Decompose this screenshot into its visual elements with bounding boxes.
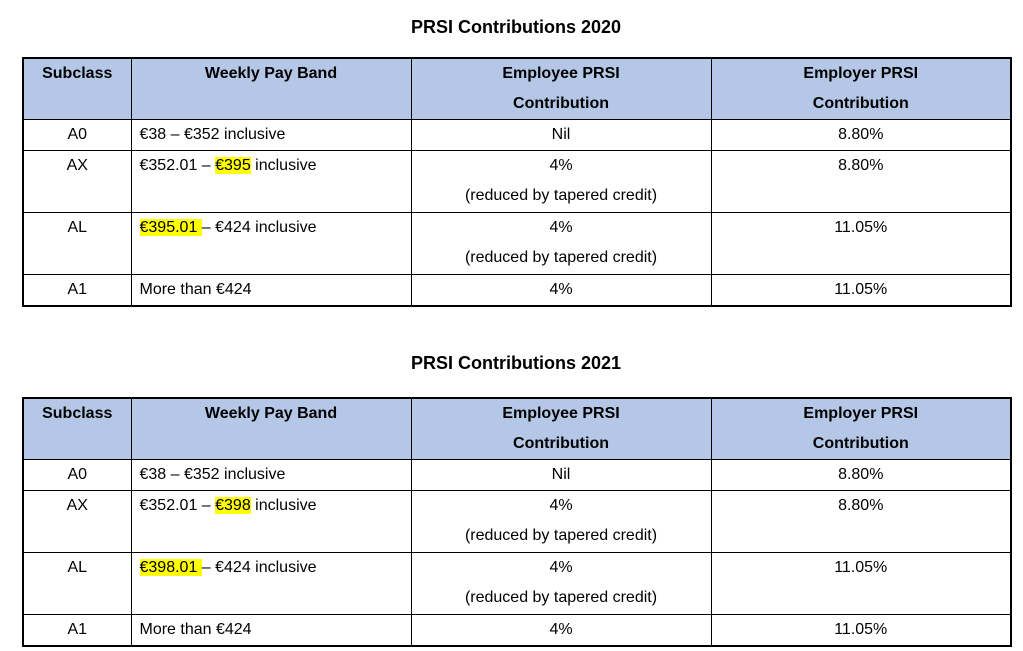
payband-text: €38 – €352 inclusive bbox=[139, 126, 286, 143]
employer-contribution-cell: 11.05% bbox=[710, 274, 1012, 307]
header-cell: Subclass bbox=[22, 57, 132, 120]
table-row: AL €395.01 – €424 inclusive 4% (reduced by… bbox=[22, 212, 1012, 275]
payband-text: €38 – €352 inclusive bbox=[139, 466, 286, 483]
table-row: A1 More than €424 4% 11.05% bbox=[22, 274, 1012, 307]
highlight: €395 bbox=[215, 157, 251, 174]
payband-text: More than €424 bbox=[139, 621, 252, 638]
header-cell: Employee PRSI Contribution bbox=[410, 397, 712, 460]
employee-contribution-cell: Nil bbox=[410, 459, 712, 491]
table-header: Subclass Weekly Pay Band Employee PRSI Con… bbox=[22, 57, 1012, 120]
payband-cell: €38 – €352 inclusive bbox=[130, 119, 412, 151]
subclass-cell: A0 bbox=[22, 459, 132, 491]
table-body: A0 €38 – €352 inclusive Nil 8.80% AX €352.01 … bbox=[22, 459, 1012, 647]
table-row: AX €352.01 – €398 inclusive 4% (reduced by… bbox=[22, 490, 1012, 553]
header-cell: Employee PRSI Contribution bbox=[410, 57, 712, 120]
payband-cell: €352.01 – €395 inclusive bbox=[130, 150, 412, 213]
employee-contribution-cell: 4% bbox=[410, 274, 712, 307]
employer-contribution-cell: 11.05% bbox=[710, 614, 1012, 647]
table-row: A0 €38 – €352 inclusive Nil 8.80% bbox=[22, 459, 1012, 491]
table-row: A1 More than €424 4% 11.05% bbox=[22, 614, 1012, 647]
employee-contribution-cell: 4% (reduced by tapered credit) bbox=[410, 150, 712, 213]
prsi-table-2021: Subclass Weekly Pay Band Employee PRSI Con… bbox=[22, 397, 1012, 647]
highlight: €398.01 bbox=[139, 559, 202, 576]
subclass-cell: AX bbox=[22, 490, 132, 553]
prsi-table-2020: Subclass Weekly Pay Band Employee PRSI Con… bbox=[22, 57, 1012, 307]
table-header: Subclass Weekly Pay Band Employee PRSI Con… bbox=[22, 397, 1012, 460]
table-title-2021: PRSI Contributions 2021 bbox=[410, 353, 622, 373]
payband-text: – €424 inclusive bbox=[201, 559, 317, 576]
payband-text: – €424 inclusive bbox=[201, 219, 317, 236]
table-row: AX €352.01 – €395 inclusive 4% (reduced by… bbox=[22, 150, 1012, 213]
subclass-cell: AL bbox=[22, 212, 132, 275]
employee-contribution-cell: Nil bbox=[410, 119, 712, 151]
header-row: Subclass Weekly Pay Band Employee PRSI Con… bbox=[22, 397, 1012, 460]
employer-contribution-cell: 11.05% bbox=[710, 212, 1012, 275]
payband-text: More than €424 bbox=[139, 281, 252, 298]
payband-cell: €38 – €352 inclusive bbox=[130, 459, 412, 491]
employee-contribution-cell: 4% (reduced by tapered credit) bbox=[410, 212, 712, 275]
header-cell: Weekly Pay Band bbox=[130, 397, 412, 460]
employer-contribution-cell: 8.80% bbox=[710, 150, 1012, 213]
table-body: A0 €38 – €352 inclusive Nil 8.80% AX €352.01 … bbox=[22, 119, 1012, 307]
employer-contribution-cell: 8.80% bbox=[710, 119, 1012, 151]
subclass-cell: A0 bbox=[22, 119, 132, 151]
employer-contribution-cell: 8.80% bbox=[710, 490, 1012, 553]
subclass-cell: A1 bbox=[22, 614, 132, 647]
highlight: €398 bbox=[215, 497, 251, 514]
payband-text: inclusive bbox=[250, 157, 317, 174]
table-row: A0 €38 – €352 inclusive Nil 8.80% bbox=[22, 119, 1012, 151]
subclass-cell: AX bbox=[22, 150, 132, 213]
payband-text: inclusive bbox=[250, 497, 317, 514]
employee-contribution-cell: 4% (reduced by tapered credit) bbox=[410, 552, 712, 615]
employee-contribution-cell: 4% bbox=[410, 614, 712, 647]
payband-text: €352.01 – bbox=[139, 497, 216, 514]
table-row: AL €398.01 – €424 inclusive 4% (reduced by… bbox=[22, 552, 1012, 615]
payband-text: €352.01 – bbox=[139, 157, 216, 174]
header-cell: Weekly Pay Band bbox=[130, 57, 412, 120]
header-cell: Employer PRSI Contribution bbox=[710, 397, 1012, 460]
highlight: €395.01 bbox=[139, 219, 202, 236]
payband-cell: More than €424 bbox=[130, 614, 412, 647]
employee-contribution-cell: 4% (reduced by tapered credit) bbox=[410, 490, 712, 553]
employer-contribution-cell: 8.80% bbox=[710, 459, 1012, 491]
payband-cell: €352.01 – €398 inclusive bbox=[130, 490, 412, 553]
subclass-cell: AL bbox=[22, 552, 132, 615]
subclass-cell: A1 bbox=[22, 274, 132, 307]
payband-cell: More than €424 bbox=[130, 274, 412, 307]
table-title-2020: PRSI Contributions 2020 bbox=[410, 17, 622, 37]
header-cell: Employer PRSI Contribution bbox=[710, 57, 1012, 120]
header-cell: Subclass bbox=[22, 397, 132, 460]
payband-cell: €395.01 – €424 inclusive bbox=[130, 212, 412, 275]
payband-cell: €398.01 – €424 inclusive bbox=[130, 552, 412, 615]
header-row: Subclass Weekly Pay Band Employee PRSI Con… bbox=[22, 57, 1012, 120]
employer-contribution-cell: 11.05% bbox=[710, 552, 1012, 615]
